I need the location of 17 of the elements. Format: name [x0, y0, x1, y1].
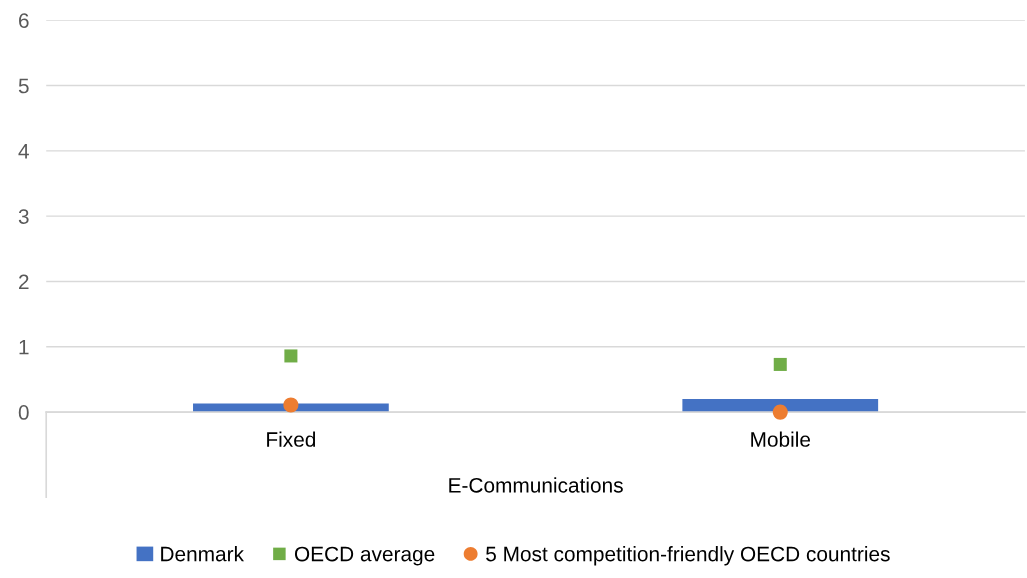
point — [773, 357, 787, 371]
legend-label: OECD average — [294, 546, 435, 566]
point — [284, 349, 298, 363]
y-tick-label: 3 — [18, 209, 29, 224]
legend-label: Denmark — [161, 546, 245, 562]
point — [283, 397, 299, 413]
y-tick-label: 1 — [19, 340, 29, 355]
x-tick-label: Mobile — [751, 431, 811, 447]
y-tick-label: 5 — [18, 78, 29, 94]
y-tick-label: 4 — [18, 144, 29, 159]
point — [772, 404, 788, 420]
x-axis-title: E-Communications — [449, 477, 623, 493]
x-tick-label: Fixed — [267, 431, 316, 447]
y-tick-label: 6 — [19, 13, 29, 28]
y-tick-label: 2 — [19, 274, 29, 290]
y-tick-label: 0 — [18, 405, 29, 420]
legend-label: 5 Most competition-friendly OECD countries — [486, 546, 890, 566]
